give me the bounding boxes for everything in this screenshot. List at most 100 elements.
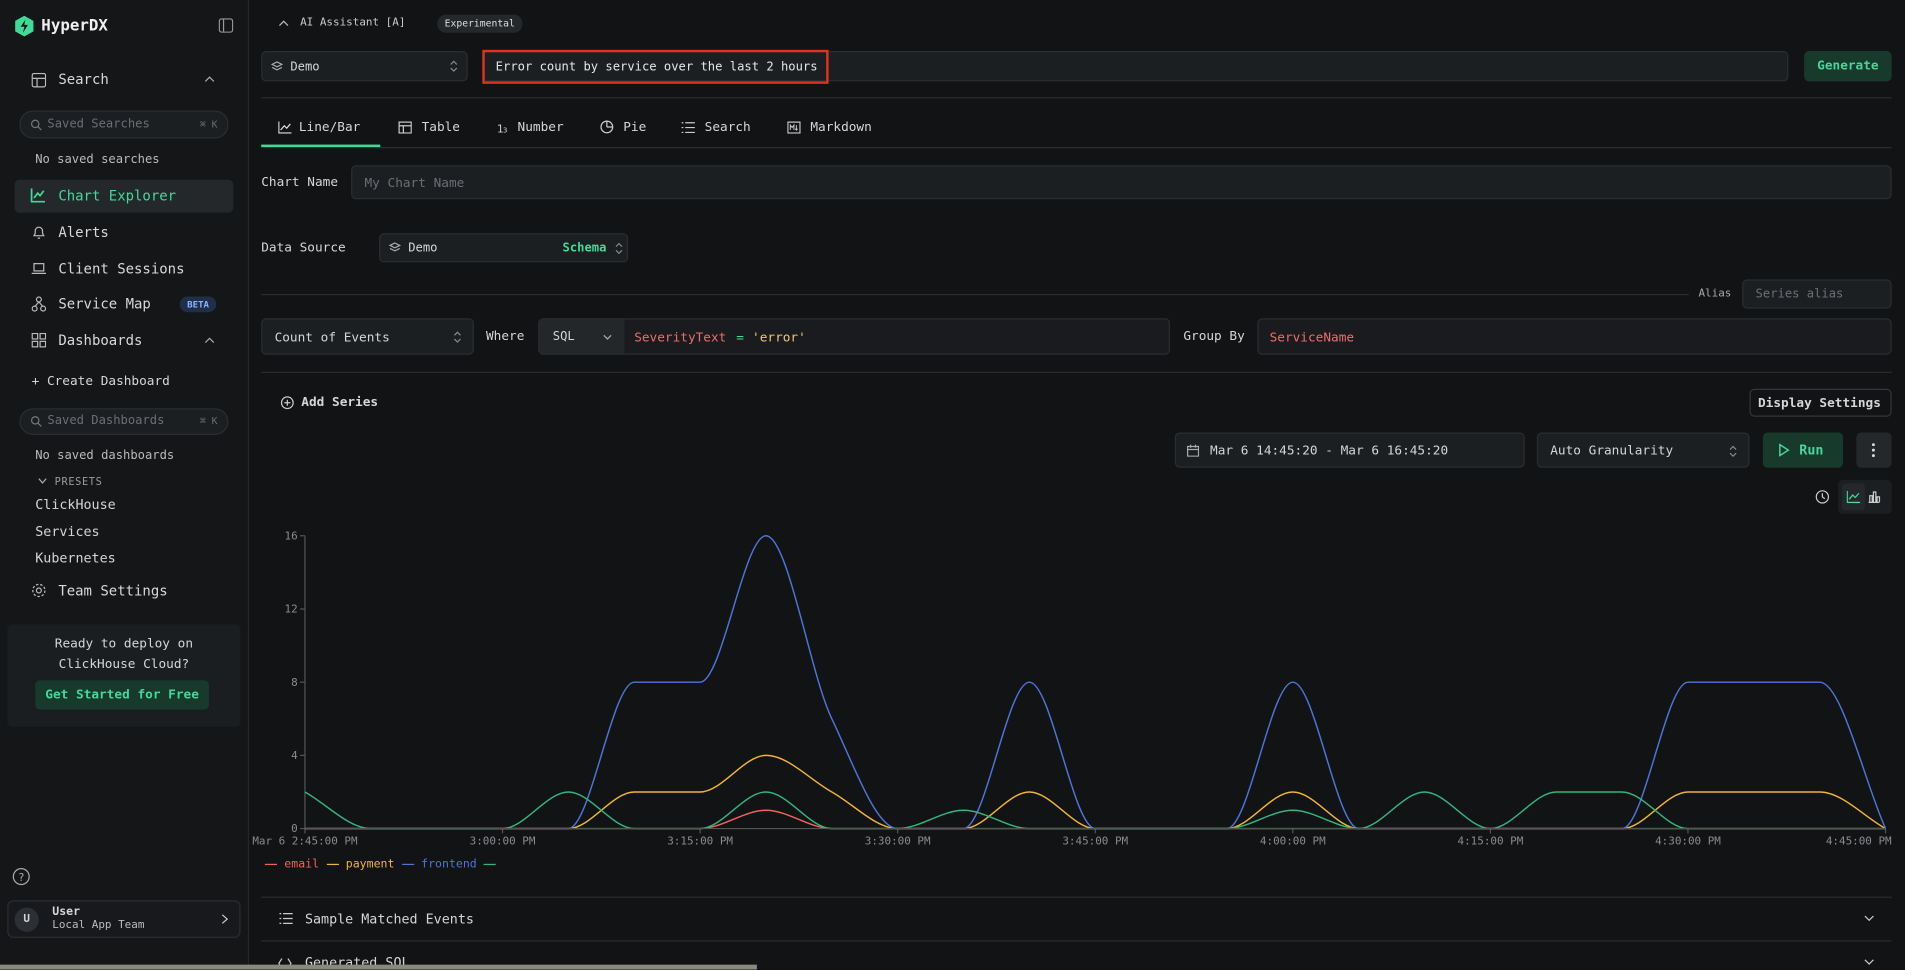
laptop-icon xyxy=(32,261,47,276)
x-tick-label: 3:30:00 PM xyxy=(865,834,931,847)
run-button[interactable]: Run xyxy=(1763,433,1843,468)
time-range: Mar 6 14:45:20 - Mar 6 16:45:20 xyxy=(1210,445,1448,458)
alias-input[interactable]: Series alias xyxy=(1742,279,1891,308)
granularity-select[interactable]: Auto Granularity xyxy=(1537,433,1750,468)
tab[interactable]: Table xyxy=(422,121,460,134)
y-tick-label: 8 xyxy=(291,676,298,689)
nav-item[interactable]: Dashboards xyxy=(58,334,142,348)
legend-swatch xyxy=(484,864,496,866)
legend-swatch xyxy=(265,864,277,866)
x-tick-label: 3:15:00 PM xyxy=(667,834,733,847)
presets-label: PRESETS xyxy=(55,477,103,487)
chevron xyxy=(1864,959,1875,966)
group-by-input[interactable]: ServiceName xyxy=(1257,318,1891,354)
bar-icon[interactable] xyxy=(1867,491,1880,503)
search-glyph xyxy=(30,416,42,428)
where-value: 'error' xyxy=(752,332,806,345)
y-tick-label: 0 xyxy=(291,822,298,835)
legend: email payment frontend xyxy=(265,858,496,871)
chevron xyxy=(204,75,215,82)
chevron xyxy=(278,19,289,26)
sidebar: HyperDX Search Saved Searches ⌘ K No sav… xyxy=(0,0,249,970)
x-tick-label: 3:00:00 PM xyxy=(470,834,536,847)
tab[interactable]: Search xyxy=(705,121,751,134)
x-tick-label: 4:45:00 PM xyxy=(1826,834,1892,847)
group-by: ServiceName xyxy=(1270,332,1354,345)
create-dashboard[interactable]: + Create Dashboard xyxy=(32,375,170,388)
user-avatar: U xyxy=(15,908,39,932)
label: Group By xyxy=(1183,330,1244,343)
data-source-select[interactable]: Demo Schema xyxy=(379,233,628,262)
chevron xyxy=(204,337,215,344)
search-glyph xyxy=(30,119,42,131)
placeholder: My Chart Name xyxy=(364,177,464,190)
tab[interactable]: Line/Bar xyxy=(299,121,360,134)
preset[interactable]: Services xyxy=(35,525,99,538)
label: Data Source xyxy=(261,242,345,255)
svg-text:?: ? xyxy=(18,871,25,884)
legend-item[interactable]: payment xyxy=(326,858,394,871)
chart-name-input[interactable]: My Chart Name xyxy=(351,165,1892,199)
nav-item[interactable]: Client Sessions xyxy=(58,262,184,276)
nav-item[interactable]: Service Map xyxy=(58,298,151,312)
placeholder: Saved Searches xyxy=(47,119,149,131)
legend-item[interactable]: email xyxy=(265,858,319,871)
clock-icon[interactable] xyxy=(1815,490,1830,505)
promo-text: Ready to deploy on ClickHouse Cloud? xyxy=(15,634,234,675)
aggregation-select[interactable]: Count of Events xyxy=(261,318,474,354)
time-range-input[interactable]: Mar 6 14:45:20 - Mar 6 16:45:20 xyxy=(1175,433,1525,468)
tab-icon: 13 xyxy=(497,121,510,133)
nav-item[interactable]: Team Settings xyxy=(58,584,167,598)
y-tick-label: 16 xyxy=(284,529,297,542)
display-settings-button[interactable]: Display Settings xyxy=(1749,389,1891,417)
empty-note: No saved searches xyxy=(35,154,159,166)
help-icon[interactable]: ? xyxy=(12,867,30,885)
tab-icon xyxy=(398,121,411,133)
gear-icon xyxy=(32,583,47,598)
schema-link[interactable]: Schema xyxy=(563,243,607,255)
saved-dashboards-input[interactable]: Saved Dashboards ⌘ K xyxy=(19,408,228,435)
ai-toggle[interactable]: AI Assistant [A] xyxy=(300,18,405,29)
brand: HyperDX xyxy=(41,18,108,34)
legend-swatch xyxy=(326,864,338,866)
section-title[interactable]: Sample Matched Events xyxy=(305,912,474,925)
preset[interactable]: Kubernetes xyxy=(35,552,115,565)
preset[interactable]: ClickHouse xyxy=(35,498,115,511)
nav-item[interactable]: Alerts xyxy=(58,226,108,240)
line-icon xyxy=(1847,491,1860,503)
data-source: Demo xyxy=(408,243,437,255)
select-arrows xyxy=(615,242,624,255)
legend-item[interactable]: frontend xyxy=(402,858,477,871)
legend-item[interactable] xyxy=(484,858,496,871)
where-operator: = xyxy=(736,332,744,345)
nav-search[interactable]: Search xyxy=(58,73,108,87)
y-tick-label: 4 xyxy=(291,749,298,762)
saved-searches-input[interactable]: Saved Searches ⌘ K xyxy=(19,111,228,139)
tab[interactable]: Pie xyxy=(623,121,646,134)
where-input[interactable]: SQL SeverityText = 'error' xyxy=(538,318,1170,354)
divider xyxy=(261,897,1891,898)
tab[interactable]: Number xyxy=(518,121,564,134)
promo-card: Ready to deploy on ClickHouse Cloud? Get… xyxy=(7,624,240,726)
active-tab-indicator xyxy=(261,145,380,147)
placeholder: Saved Dashboards xyxy=(47,416,164,428)
nav-item[interactable]: Chart Explorer xyxy=(58,190,176,204)
chart: 0481216Mar 6 2:45:00 PM3:00:00 PM3:15:00… xyxy=(249,516,1901,854)
source: Demo xyxy=(290,62,319,74)
tab-icon xyxy=(682,121,695,133)
tab[interactable]: Markdown xyxy=(810,121,871,134)
user-team: Local App Team xyxy=(52,921,144,932)
select-arrows xyxy=(1729,445,1738,458)
add-series[interactable]: Add Series xyxy=(301,396,378,409)
generate-button[interactable]: Generate xyxy=(1804,51,1891,81)
granularity: Auto Granularity xyxy=(1550,445,1673,458)
collapse-button[interactable] xyxy=(219,18,234,33)
ai-source-select[interactable]: Demo xyxy=(261,51,468,81)
series-line xyxy=(305,810,1886,828)
highlight-box xyxy=(482,50,828,84)
legend-swatch xyxy=(402,864,414,866)
user-card[interactable]: U User Local App Team xyxy=(7,900,240,938)
menu-button[interactable] xyxy=(1856,433,1891,468)
select-arrows xyxy=(450,60,459,73)
promo-button[interactable]: Get Started for Free xyxy=(35,680,209,709)
